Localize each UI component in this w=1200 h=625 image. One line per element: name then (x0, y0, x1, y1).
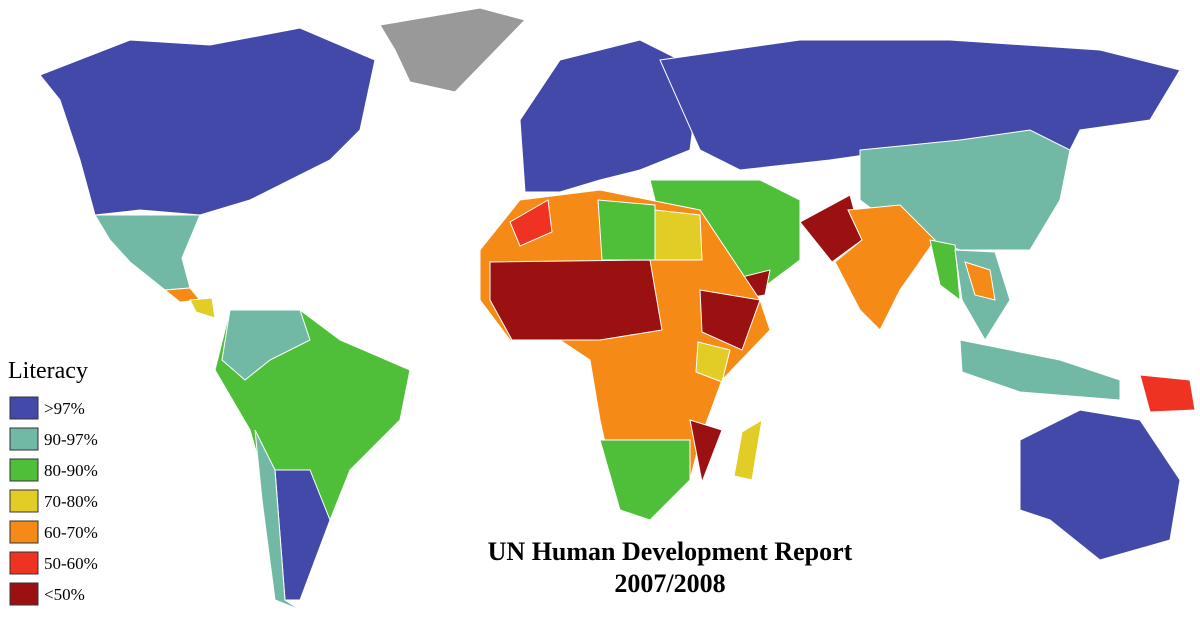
australia (1019, 409, 1181, 561)
legend-title: Literacy (8, 358, 88, 384)
egypt (654, 209, 703, 261)
southern-africa (599, 439, 691, 521)
europe (519, 39, 701, 193)
title-line: UN Human Development Report (488, 537, 853, 566)
legend-label: 60-70% (44, 523, 98, 542)
india (834, 204, 936, 331)
legend-swatch (9, 427, 39, 451)
legend-swatch (9, 520, 39, 544)
mozambique (689, 419, 723, 484)
libya (597, 199, 656, 261)
papua-new-guinea (1139, 374, 1196, 413)
legend-swatch (9, 489, 39, 513)
legend-label: 80-90% (44, 461, 98, 480)
world-map (39, 7, 1196, 611)
chile (254, 429, 301, 611)
mexico (94, 214, 201, 291)
morocco (509, 199, 553, 247)
madagascar (733, 419, 763, 481)
legend-label: <50% (44, 585, 85, 604)
kenya (695, 341, 731, 383)
north-america (39, 27, 376, 216)
myanmar (929, 239, 961, 302)
legend: >97% 90-97% 80-90% 70-80% 60-70% 50-60% <50% (9, 396, 98, 606)
central-america-2 (189, 297, 216, 319)
legend-swatch (9, 582, 39, 606)
ethiopia (699, 289, 761, 351)
legend-swatch (9, 396, 39, 420)
legend-label: >97% (44, 399, 85, 418)
legend-label: 50-60% (44, 554, 98, 573)
west-africa (489, 259, 663, 341)
laos-cambodia (964, 261, 996, 301)
south-america-north (221, 309, 311, 381)
legend-label: 70-80% (44, 492, 98, 511)
greenland (379, 7, 526, 93)
legend-swatch (9, 551, 39, 575)
title-line: 2007/2008 (614, 569, 725, 598)
legend-swatch (9, 458, 39, 482)
legend-label: 90-97% (44, 430, 98, 449)
indonesia (959, 339, 1121, 401)
